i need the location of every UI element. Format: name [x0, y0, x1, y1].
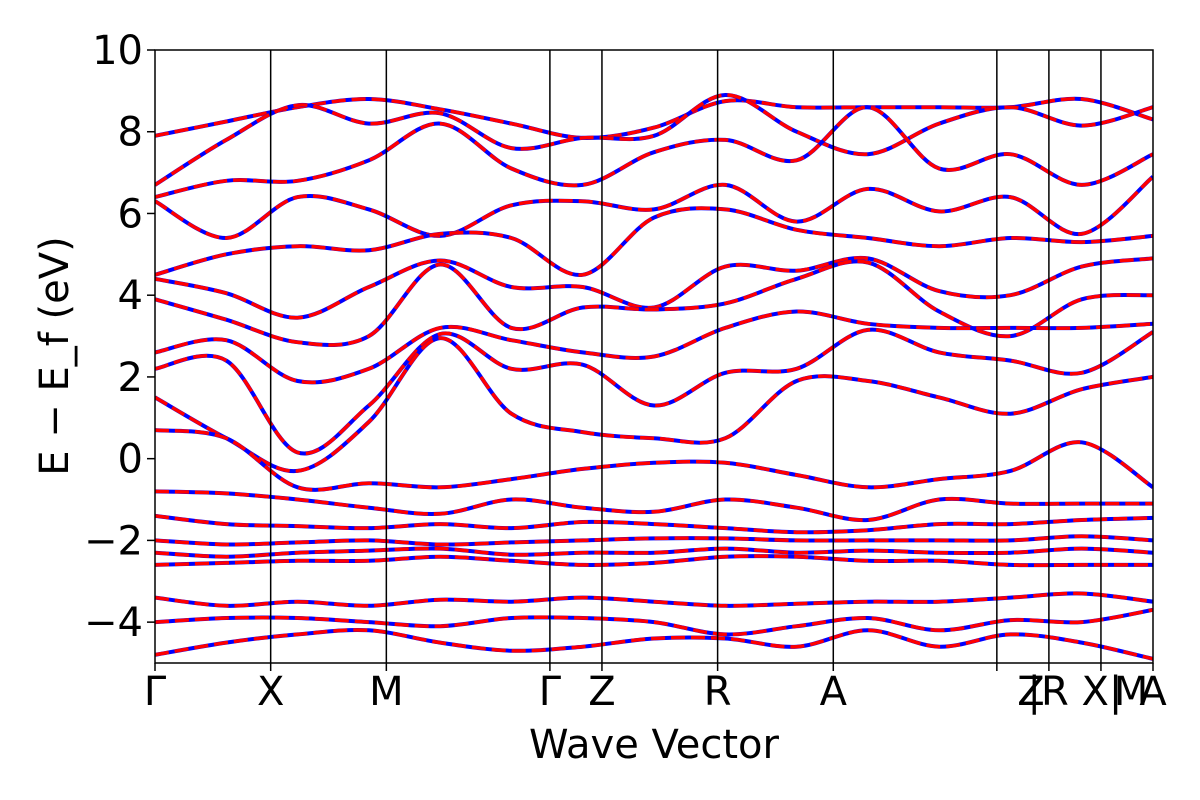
- x-tick-label: M: [369, 669, 404, 715]
- x-tick-label: R: [704, 669, 732, 715]
- band-10-red-line: [155, 428, 1153, 492]
- band-17-red-line: [155, 608, 1153, 637]
- y-tick-label: 10: [92, 28, 143, 74]
- band-1-blue-line: [155, 92, 1153, 187]
- band-6-red-line: [155, 259, 1153, 347]
- band-11-red-line: [155, 489, 1153, 522]
- band-7-red-line: [155, 309, 1153, 385]
- x-axis-ticks: Γ X M Γ Z R A Z|R X|MA: [144, 663, 1167, 715]
- band-2-blue-line: [155, 105, 1153, 200]
- y-tick-label: 0: [118, 437, 143, 483]
- band-14-red-line: [155, 546, 1153, 559]
- band-5-red-line: [155, 256, 1153, 320]
- band-8-blue-line: [155, 327, 1153, 456]
- x-tick-label: Z: [588, 669, 615, 715]
- x-tick-label: A: [1139, 669, 1167, 715]
- x-tick-label: Γ: [144, 669, 167, 715]
- band-12-red-line: [155, 514, 1153, 535]
- y-tick-label: −2: [84, 518, 143, 564]
- band-8-red-line: [155, 328, 1153, 456]
- x-tick-label: Γ: [539, 669, 562, 715]
- plot-frame: [154, 49, 1154, 664]
- y-tick-label: 4: [118, 273, 143, 319]
- band-3-blue-line: [155, 175, 1153, 241]
- band-15-red-line: [155, 554, 1153, 567]
- band-13-red-line: [155, 534, 1153, 547]
- bands-layer: [155, 92, 1153, 661]
- x-tick-label: X: [257, 669, 284, 715]
- band-9-red-line: [155, 336, 1153, 473]
- y-tick-label: 8: [118, 110, 143, 156]
- y-axis-ticks: −4 −2 0 2 4 6 8 10: [84, 28, 155, 646]
- band-7-blue-line: [155, 309, 1153, 385]
- high-symmetry-lines: [269, 50, 1102, 663]
- band-2-red-line: [155, 105, 1153, 199]
- x-tick-label: Z: [1017, 669, 1044, 715]
- band-16-red-line: [155, 591, 1153, 608]
- band-3-red-line: [155, 175, 1153, 240]
- x-tick-label: |R X|: [1027, 669, 1122, 715]
- y-tick-label: 2: [118, 355, 143, 401]
- band-11-blue-line: [155, 489, 1153, 523]
- y-tick-label: −4: [84, 600, 143, 646]
- band-6-blue-line: [155, 259, 1153, 348]
- x-axis-label: Wave Vector: [529, 722, 780, 768]
- y-tick-label: 6: [118, 191, 143, 237]
- band-4-blue-line: [155, 206, 1153, 277]
- band-4-red-line: [155, 206, 1153, 277]
- y-axis-label: E − E_f (eV): [32, 236, 78, 475]
- band-18-red-line: [155, 628, 1153, 661]
- x-tick-label: M: [1114, 669, 1149, 715]
- x-tick-label: A: [820, 669, 848, 715]
